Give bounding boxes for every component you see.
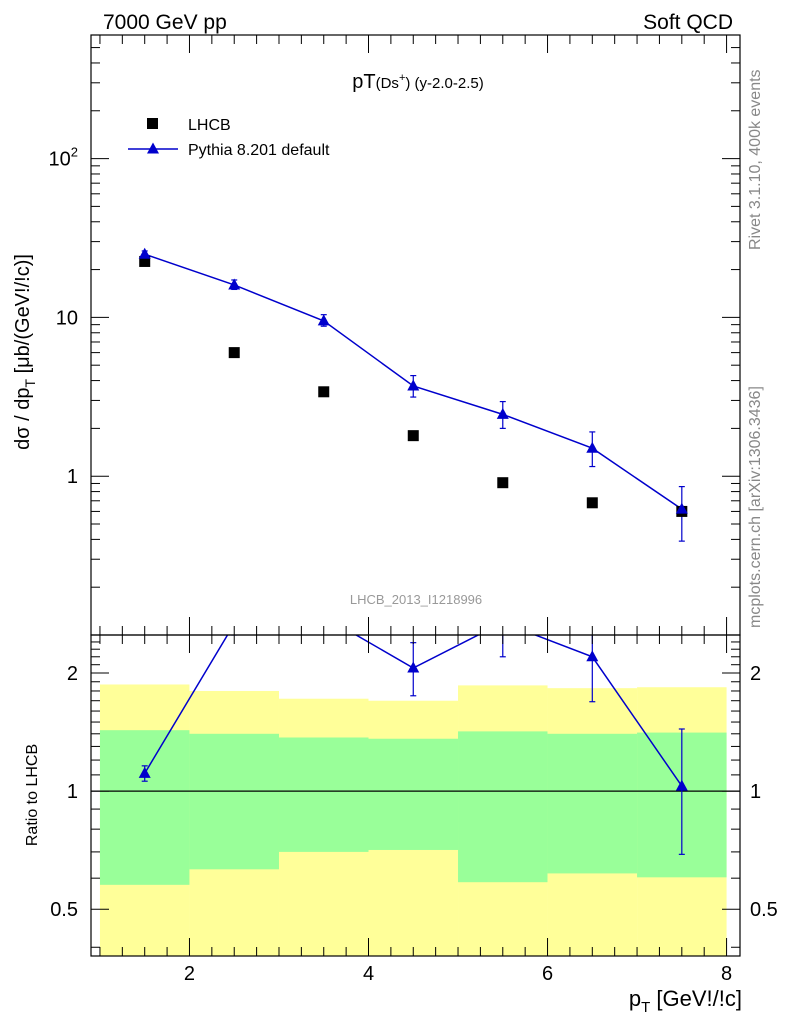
main-plot-panel: 1 10 102 pT(Ds+) (y-2.0-2.5) LHCB Pythia 8… [12, 34, 741, 636]
ratio-y-tick-label-right: 1 [750, 781, 761, 803]
x-axis-label-a: p [629, 986, 641, 1011]
lhcb-data-point [139, 255, 151, 267]
x-tick-label: 6 [542, 963, 553, 985]
main-y-axis-label-b: [μb/(GeV!/!c)] [12, 254, 34, 379]
main-y-axis-label: dσ / dpT [μb/(GeV!/!c)] [12, 254, 38, 450]
ratio-plot-panel: 2 4 6 8 0.5 0.5 1 1 2 2 Ratio to LHCB pT [GeV!/!c… [24, 610, 778, 1016]
lhcb-data-point [318, 386, 330, 398]
y-tick-label: 102 [49, 145, 78, 171]
main-y-axis-label-sub: T [22, 379, 38, 388]
legend-marker-lhcb [147, 118, 158, 129]
ratio-marker [407, 661, 420, 673]
lhcb-data-point [586, 497, 598, 509]
legend-label-pythia: Pythia 8.201 default [188, 142, 330, 159]
rivet-label: Rivet 3.1.10, 400k events [747, 69, 764, 250]
ratio-y-tick-label-right: 2 [750, 663, 761, 685]
x-axis-label-sub: T [641, 999, 650, 1016]
ratio-y-tick-label-right: 0.5 [750, 899, 778, 921]
header-energy-label: 7000 GeV pp [103, 11, 227, 34]
ratio-y-tick-label: 0.5 [50, 899, 78, 921]
x-tick-label: 2 [184, 963, 195, 985]
x-axis-label: pT [GeV!/!c] [629, 986, 742, 1016]
ratio-marker [675, 779, 688, 791]
x-tick-label: 8 [721, 963, 732, 985]
plot-title-tail: ) (y-2.0-2.5) [405, 75, 483, 92]
pythia-marker [586, 441, 599, 453]
uncertainty-band-green [278, 737, 369, 852]
legend: LHCB Pythia 8.201 default [128, 117, 330, 159]
y-tick-label: 10 [56, 307, 78, 329]
x-axis-label-b: [GeV!/!c] [650, 986, 742, 1011]
uncertainty-band-green [458, 731, 548, 883]
plot-title-main: pT [352, 71, 375, 93]
pythia-marker [496, 407, 509, 419]
plot-title-sup: + [399, 72, 405, 84]
ratio-y-tick-label: 2 [67, 663, 78, 685]
analysis-label: LHCB_2013_I1218996 [350, 592, 482, 607]
ratio-marker [138, 766, 151, 778]
pythia-marker [228, 278, 241, 290]
uncertainty-band-green [99, 730, 190, 885]
main-y-axis-label-a: dσ / dp [12, 388, 34, 450]
uncertainty-band-green [368, 738, 459, 850]
legend-marker-pythia [147, 142, 159, 154]
ratio-marker [586, 650, 599, 662]
x-tick-label: 4 [363, 963, 374, 985]
mcplots-label: mcplots.cern.ch [arXiv:1306.3436] [747, 386, 764, 628]
lhcb-data-point [228, 347, 240, 359]
pythia-marker [317, 314, 330, 326]
plot-title: pT(Ds+) (y-2.0-2.5) [352, 71, 483, 93]
ratio-marker [318, 610, 330, 621]
pythia-marker [138, 247, 151, 259]
legend-label-lhcb: LHCB [188, 117, 231, 134]
pythia-marker [675, 502, 688, 514]
pythia-marker [407, 379, 420, 391]
ratio-plot-frame [90, 634, 741, 957]
ratio-marker [497, 616, 509, 627]
ratio-y-axis-label: Ratio to LHCB [24, 744, 41, 846]
header-category-label: Soft QCD [643, 11, 733, 34]
y-tick-label: 1 [67, 466, 78, 488]
lhcb-data-point [407, 430, 419, 442]
plot-title-sub: (Ds [376, 75, 399, 92]
uncertainty-band-green [189, 733, 279, 870]
uncertainty-band-green [547, 733, 638, 874]
ratio-y-tick-label: 1 [67, 781, 78, 803]
lhcb-data-point [497, 477, 509, 489]
